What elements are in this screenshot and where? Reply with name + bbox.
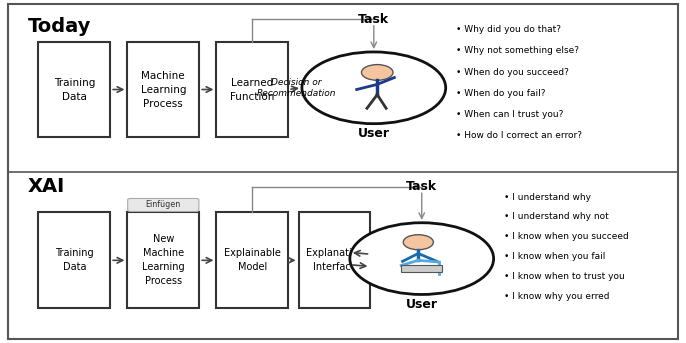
Text: • When do you succeed?: • When do you succeed? [456, 68, 569, 76]
Text: • Why did you do that?: • Why did you do that? [456, 25, 561, 34]
Text: User: User [358, 127, 390, 140]
Text: Einfügen: Einfügen [145, 200, 181, 210]
FancyBboxPatch shape [401, 265, 442, 272]
Text: Learned
Function: Learned Function [230, 78, 274, 102]
FancyBboxPatch shape [128, 42, 199, 137]
Text: Machine
Learning
Process: Machine Learning Process [141, 71, 186, 108]
FancyBboxPatch shape [128, 199, 199, 212]
Text: New
Machine
Learning
Process: New Machine Learning Process [142, 234, 185, 286]
Text: Task: Task [358, 13, 390, 26]
Text: • I know when you succeed: • I know when you succeed [504, 232, 628, 241]
Text: Training
Data: Training Data [54, 78, 95, 102]
Text: Task: Task [406, 180, 437, 193]
FancyBboxPatch shape [216, 42, 288, 137]
Text: XAI: XAI [28, 177, 65, 197]
Circle shape [362, 64, 393, 80]
Text: • When can I trust you?: • When can I trust you? [456, 110, 563, 119]
Text: • How do I correct an error?: • How do I correct an error? [456, 131, 582, 140]
Text: Today: Today [28, 17, 91, 36]
Text: • I know when you fail: • I know when you fail [504, 252, 605, 261]
Text: • I know why you erred: • I know why you erred [504, 292, 609, 301]
FancyBboxPatch shape [298, 213, 370, 308]
Text: • When do you fail?: • When do you fail? [456, 89, 545, 98]
FancyBboxPatch shape [8, 4, 678, 339]
Text: Explainable
Model: Explainable Model [224, 248, 281, 272]
Text: • Why not something else?: • Why not something else? [456, 46, 579, 56]
Text: • I understand why not: • I understand why not [504, 212, 608, 222]
Text: • I know when to trust you: • I know when to trust you [504, 272, 625, 281]
Text: Explanation
Interface: Explanation Interface [305, 248, 364, 272]
Text: Decision or
Recommendation: Decision or Recommendation [257, 78, 336, 97]
FancyBboxPatch shape [38, 213, 110, 308]
FancyBboxPatch shape [216, 213, 288, 308]
Text: User: User [405, 298, 438, 311]
Text: • I understand why: • I understand why [504, 193, 591, 202]
Circle shape [403, 235, 434, 250]
Circle shape [350, 223, 494, 295]
FancyBboxPatch shape [128, 213, 199, 308]
FancyBboxPatch shape [38, 42, 110, 137]
Text: Training
Data: Training Data [55, 248, 93, 272]
Circle shape [302, 52, 446, 124]
